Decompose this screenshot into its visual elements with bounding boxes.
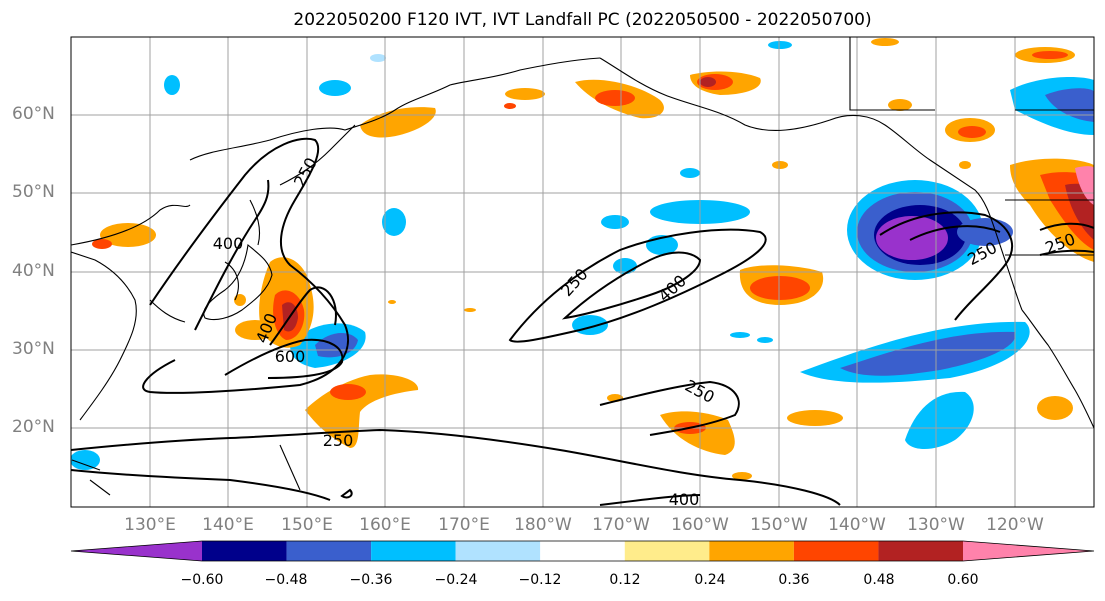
colorbar-outline (70, 540, 1095, 562)
colorbar-tick: −0.12 (518, 572, 562, 588)
contour-label: 250 (1043, 229, 1078, 257)
negative-shading (71, 41, 1094, 470)
lat-label: 60°N (12, 104, 55, 124)
colorbar-segment (540, 541, 625, 561)
colorbar-segment (71, 541, 202, 561)
lat-label: 30°N (12, 339, 55, 359)
lon-label: 130°E (124, 515, 176, 535)
colorbar-segment (878, 541, 963, 561)
contour-label: 600 (275, 347, 306, 366)
colorbar-tick: 0.36 (778, 572, 810, 588)
lon-label: 120°W (986, 515, 1044, 535)
colorbar-segment (963, 541, 1094, 561)
colorbar-tick: 0.60 (947, 572, 979, 588)
lon-label: 180°W (514, 515, 572, 535)
colorbar-segment (371, 541, 456, 561)
colorbar (70, 540, 1095, 562)
colorbar-segment (624, 541, 710, 561)
colorbar-segment (202, 541, 287, 561)
colorbar-tick: 0.24 (694, 572, 726, 588)
contour-label: 400 (655, 271, 690, 306)
coastlines (71, 37, 1094, 501)
graticule (71, 37, 1094, 507)
lon-label: 150°E (281, 515, 333, 535)
colorbar-tick: −0.24 (434, 572, 478, 588)
colorbar-segment (709, 541, 794, 561)
lon-label: 170°E (438, 515, 490, 535)
map-title: 2022050200 F120 IVT, IVT Landfall PC (20… (293, 10, 872, 30)
colorbar-tick: −0.36 (349, 572, 393, 588)
lon-label: 170°W (592, 515, 650, 535)
contour-label: 400 (213, 234, 244, 253)
colorbar-tick: 0.12 (609, 572, 641, 588)
map-frame (70, 36, 1095, 508)
lat-label: 20°N (12, 417, 55, 437)
colorbar-segment (455, 541, 541, 561)
ivt-contours (71, 137, 1094, 506)
contour-label: 250 (323, 431, 354, 450)
contour-label: 400 (669, 490, 700, 509)
lon-label: 130°W (907, 515, 965, 535)
lon-label: 160°E (359, 515, 411, 535)
colorbar-segment (793, 541, 879, 561)
lon-label: 150°W (750, 515, 808, 535)
colorbar-segment (286, 541, 372, 561)
lon-label: 140°E (202, 515, 254, 535)
colorbar-tick: 0.48 (863, 572, 895, 588)
colorbar-tick: −0.60 (180, 572, 224, 588)
lat-label: 40°N (12, 261, 55, 281)
lat-label: 50°N (12, 182, 55, 202)
lon-label: 160°W (671, 515, 729, 535)
colorbar-tick: −0.48 (264, 572, 308, 588)
lon-label: 140°W (828, 515, 886, 535)
